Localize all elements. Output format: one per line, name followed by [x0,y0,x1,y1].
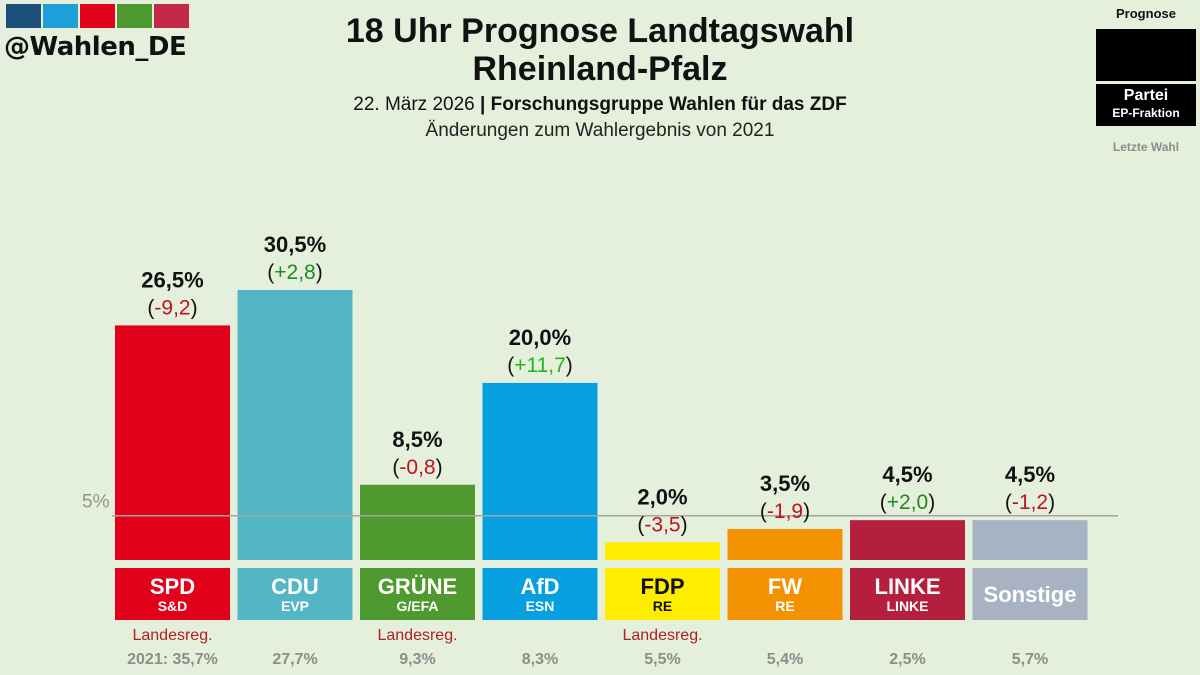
party-fraction-linke: LINKE [887,598,929,614]
chart-title: 18 Uhr Prognose Landtagswahl Rheinland-P… [250,12,950,88]
party-box-linke [850,568,965,620]
logo-block-4 [117,4,152,28]
change-label-grne: (-0,8) [392,456,442,479]
poll-source: Forschungsgruppe Wahlen für das ZDF [490,94,847,115]
bar-sonstige [972,520,1088,560]
threshold-label: 5% [82,492,110,513]
party-box-spd [115,568,230,620]
party-name-sonstige: Sonstige [984,582,1077,607]
value-label-linke: 4,5% [882,462,932,487]
bar-linke [850,520,965,560]
value-label-sonstige: 4,5% [1005,462,1055,487]
last-result-spd: 2021: 35,7% [127,651,218,668]
party-fraction-spd: S&D [158,598,188,614]
last-result-grne: 9,3% [399,651,435,668]
party-name-fw: FW [768,574,802,599]
bar-spd [115,325,230,560]
party-box-afd [482,568,598,620]
value-label-cdu: 30,5% [264,232,326,257]
legend-prognose-swatch [1096,29,1196,81]
last-result-afd: 8,3% [522,651,558,668]
party-box-grne [360,568,475,620]
change-label-fdp: (-3,5) [637,513,687,536]
party-box-cdu [237,568,353,620]
party-name-cdu: CDU [271,574,319,599]
legend-prognose-label: Prognose [1116,6,1176,21]
party-name-afd: AfD [520,574,559,599]
legend-party-swatch: Partei EP-Fraktion [1096,84,1196,126]
bar-cdu [237,290,353,560]
party-box-sonstige [972,568,1088,620]
change-label-afd: (+11,7) [507,354,573,377]
bar-grne [360,484,475,560]
value-label-fdp: 2,0% [637,484,687,509]
change-label-sonstige: (-1,2) [1005,491,1055,514]
party-fraction-cdu: EVP [281,598,309,614]
legend-fraction-label: EP-Fraktion [1112,106,1180,120]
party-box-fw [727,568,843,620]
party-fraction-afd: ESN [526,598,555,614]
legend-party-label: Partei [1123,87,1169,104]
last-result-fdp: 5,5% [644,651,680,668]
party-box-fdp [605,568,720,620]
last-result-linke: 2,5% [889,651,925,668]
logo-block-2 [43,4,78,28]
change-label-fw: (-1,9) [760,500,810,523]
party-name-grne: GRÜNE [378,574,457,599]
last-result-sonstige: 5,7% [1012,651,1048,668]
party-name-fdp: FDP [641,574,685,599]
value-label-fw: 3,5% [760,471,810,496]
government-label-fdp: Landesreg. [622,627,702,644]
last-result-cdu: 27,7% [272,651,317,668]
party-name-linke: LINKE [875,574,941,599]
chart-subtitle: Änderungen zum Wahlergebnis von 2021 [425,120,775,141]
title-line-2: Rheinland-Pfalz [472,50,728,88]
party-fraction-fdp: RE [653,598,672,614]
government-label-spd: Landesreg. [132,627,212,644]
brand-logo [6,4,189,28]
government-label-grne: Landesreg. [377,627,457,644]
separator: | [480,94,486,115]
account-handle: @Wahlen_DE [4,32,187,62]
party-fraction-fw: RE [775,598,794,614]
bar-fdp [605,542,720,560]
change-label-spd: (-9,2) [147,296,197,319]
value-label-grne: 8,5% [392,427,442,452]
bar-afd [482,382,598,560]
legend: Prognose Partei EP-Fraktion Letzte Wahl [1096,6,1196,154]
logo-block-5 [154,4,189,28]
title-line-1: 18 Uhr Prognose Landtagswahl [345,12,855,50]
party-fraction-grne: G/EFA [396,598,438,614]
logo-block-3 [80,4,115,28]
date-source-line: 22. März 2026 | Forschungsgruppe Wahlen … [250,94,950,116]
last-result-fw: 5,4% [767,651,803,668]
poll-date: 22. März 2026 [353,94,475,115]
value-label-spd: 26,5% [141,267,203,292]
logo-block-1 [6,4,41,28]
header: 18 Uhr Prognose Landtagswahl Rheinland-P… [250,12,950,142]
bar-fw [727,529,843,560]
legend-last-election-label: Letzte Wahl [1112,140,1180,154]
change-label-linke: (+2,0) [880,491,935,514]
value-label-afd: 20,0% [509,325,571,350]
change-label-cdu: (+2,8) [267,261,322,284]
party-name-spd: SPD [150,574,195,599]
